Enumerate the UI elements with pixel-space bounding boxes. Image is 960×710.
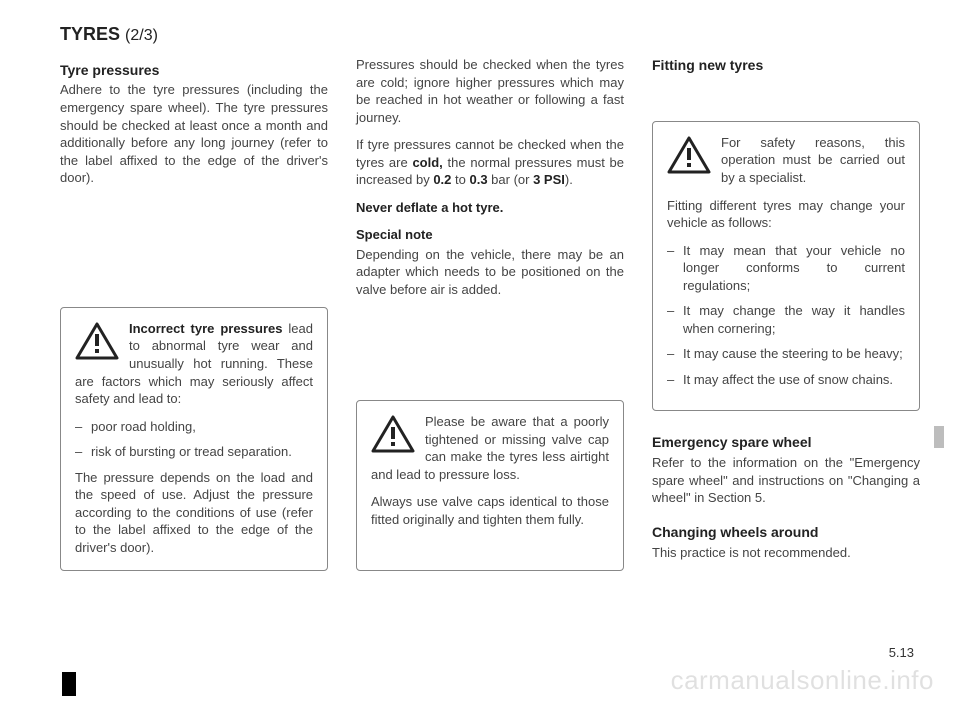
- watermark: carmanualsonline.info: [671, 663, 934, 698]
- fitting-list: It may mean that your vehicle no longer …: [667, 242, 905, 389]
- callout-list: poor road holding, risk of bursting or t…: [75, 418, 313, 461]
- column-mid: Pressures should be checked when the tyr…: [356, 22, 624, 571]
- spare-heading: Emergency spare wheel: [652, 433, 920, 452]
- callout-li: poor road holding,: [75, 418, 313, 436]
- spacer: [356, 22, 624, 56]
- title-main: TYRES: [60, 24, 120, 44]
- valve-cap-p2: Always use valve caps identical to those…: [371, 493, 609, 528]
- fitting-p2: Fitting different tyres may change your …: [667, 197, 905, 232]
- section-tab: [934, 426, 944, 448]
- cold-check-para: Pressures should be checked when the tyr…: [356, 56, 624, 126]
- spacer: [652, 22, 920, 56]
- fitting-li: It may mean that your vehicle no longer …: [667, 242, 905, 295]
- special-note-heading: Special note: [356, 226, 624, 244]
- callout-lead-bold: Incorrect tyre pressures: [129, 321, 282, 336]
- callout-fitting: For safety reasons, this operation must …: [652, 121, 920, 412]
- manual-page: TYRES (2/3) Tyre pressures Adhere to the…: [0, 0, 960, 571]
- special-note-para: Depending on the vehicle, there may be a…: [356, 246, 624, 299]
- warning-icon: [371, 415, 415, 453]
- warning-icon: [75, 322, 119, 360]
- spacer: [356, 309, 624, 387]
- spacer: [60, 197, 328, 293]
- rotate-heading: Changing wheels around: [652, 523, 920, 542]
- page-title: TYRES (2/3): [60, 22, 328, 47]
- callout-valve-cap: Please be aware that a poorly tightened …: [356, 400, 624, 571]
- fitting-li: It may affect the use of snow chains.: [667, 371, 905, 389]
- page-number: 5.13: [889, 644, 914, 662]
- increase-para: If tyre pressures cannot be checked when…: [356, 136, 624, 189]
- tyre-pressures-para: Adhere to the tyre pressures (including …: [60, 81, 328, 186]
- callout-li: risk of bursting or tread separation.: [75, 443, 313, 461]
- fitting-li: It may change the way it handles when co…: [667, 302, 905, 337]
- fitting-li: It may cause the steering to be heavy;: [667, 345, 905, 363]
- callout-tail: The pressure depends on the load and the…: [75, 469, 313, 557]
- callout-incorrect-pressure: Incorrect tyre pressures lead to abnorma…: [60, 307, 328, 572]
- column-right: Fitting new tyres For safety reasons, th…: [652, 22, 920, 571]
- title-sub: (2/3): [125, 27, 158, 44]
- spare-para: Refer to the information on the "Emergen…: [652, 454, 920, 507]
- rotate-para: This practice is not recommended.: [652, 544, 920, 562]
- spacer: [652, 411, 920, 433]
- warning-icon: [667, 136, 711, 174]
- column-left: TYRES (2/3) Tyre pressures Adhere to the…: [60, 22, 328, 571]
- black-marker: [62, 672, 76, 696]
- fitting-heading: Fitting new tyres: [652, 56, 920, 75]
- never-deflate: Never deflate a hot tyre.: [356, 199, 624, 217]
- tyre-pressures-heading: Tyre pressures: [60, 61, 328, 80]
